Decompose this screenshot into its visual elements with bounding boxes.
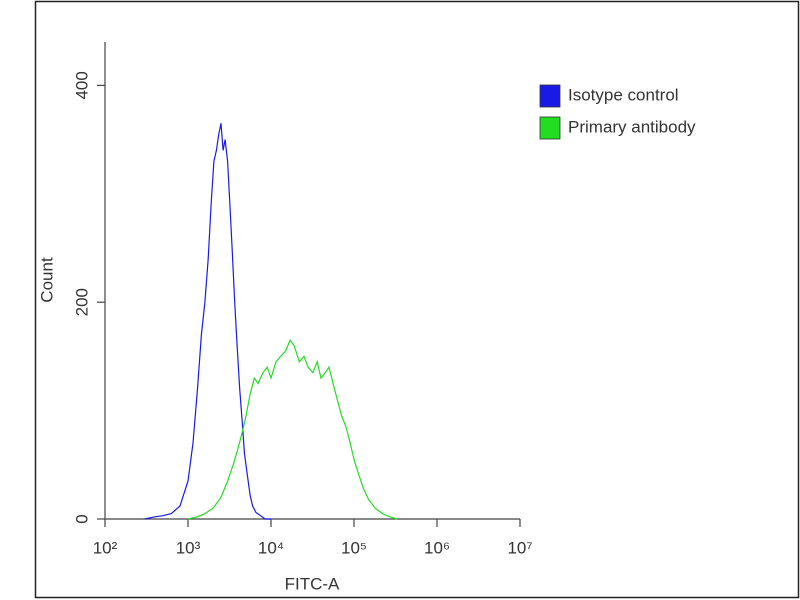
legend-label: Primary antibody [568, 117, 696, 136]
x-tick-label: 10⁵ [341, 538, 367, 557]
y-axis-label: Count [37, 257, 56, 303]
x-axis-label: FITC-A [285, 574, 340, 593]
legend-label: Isotype control [568, 85, 679, 104]
y-tick-label: 400 [72, 71, 91, 99]
x-tick-label: 10⁷ [507, 538, 532, 557]
frame [34, 0, 800, 599]
y-tick-label: 0 [72, 514, 91, 523]
legend-swatch [539, 84, 561, 108]
x-tick-label: 10³ [176, 538, 201, 557]
legend-swatch [539, 116, 561, 140]
histogram-line [144, 123, 271, 520]
x-tick-label: 10⁶ [424, 538, 450, 557]
x-tick-label: 10⁴ [258, 538, 284, 557]
x-tick-label: 10² [93, 538, 118, 557]
y-tick-label: 200 [72, 288, 91, 316]
histogram-line [187, 338, 398, 520]
